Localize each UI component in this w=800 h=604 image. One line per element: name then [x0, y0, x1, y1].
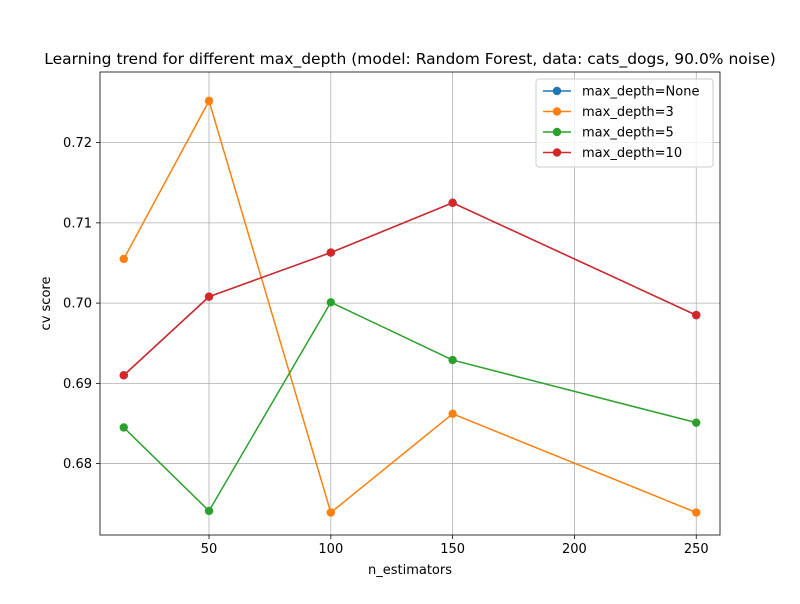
- y-tick-label: 0.68: [63, 457, 92, 472]
- series-lines: [119, 96, 701, 517]
- series-max-depth-10: [119, 198, 701, 380]
- x-tick-label: 50: [201, 542, 218, 557]
- y-tick-label: 0.69: [63, 377, 92, 392]
- x-tick-label: 150: [440, 542, 465, 557]
- x-tick-label: 250: [684, 542, 709, 557]
- data-point: [692, 418, 701, 427]
- legend-frame: [535, 78, 714, 168]
- data-point: [119, 254, 128, 264]
- y-axis-label: cv score: [39, 277, 54, 331]
- data-point: [448, 355, 457, 365]
- data-point: [692, 310, 701, 320]
- data-point: [204, 96, 214, 106]
- data-point: [204, 292, 214, 301]
- legend-item: max_depth=10: [543, 146, 682, 161]
- data-point: [326, 248, 336, 257]
- legend-label: max_depth=5: [582, 126, 674, 141]
- legend-label: max_depth=3: [582, 105, 674, 120]
- legend-item: max_depth=5: [543, 126, 674, 141]
- series-line: [123, 301, 697, 512]
- axis-ticks: 50 100 150 200 250 0.68 0.69 0.70 0.71 0.72: [63, 136, 709, 557]
- legend-marker: [552, 127, 562, 137]
- legend: max_depth=None max_depth=3 max_depth=5 max_…: [535, 78, 714, 168]
- plot-area-frame: [99, 71, 721, 536]
- data-point: [119, 371, 128, 380]
- legend-label: max_depth=None: [582, 85, 699, 100]
- y-tick-label: 0.70: [63, 297, 92, 312]
- series-line: [123, 202, 697, 376]
- x-tick-label: 200: [562, 542, 587, 557]
- legend-marker: [552, 86, 562, 96]
- series-max-depth-none: [119, 198, 701, 380]
- data-point: [448, 198, 457, 207]
- series-line: [123, 202, 697, 376]
- data-point: [204, 506, 214, 516]
- chart-title: Learning trend for different max_depth (…: [44, 50, 776, 69]
- x-axis-label: n_estimators: [368, 563, 452, 578]
- x-tick-label: 100: [318, 542, 343, 557]
- legend-marker: [552, 107, 562, 116]
- data-point: [692, 508, 701, 517]
- legend-marker: [552, 148, 562, 157]
- data-point: [119, 423, 128, 432]
- y-tick-label: 0.72: [63, 136, 92, 151]
- series-max-depth-3: [119, 96, 701, 517]
- series-max-depth-5: [119, 298, 701, 516]
- legend-item: max_depth=3: [543, 105, 674, 120]
- legend-item: max_depth=None: [543, 85, 699, 100]
- legend-label: max_depth=10: [582, 146, 682, 161]
- data-point: [326, 298, 336, 307]
- data-point: [326, 508, 336, 517]
- y-tick-label: 0.71: [63, 216, 92, 231]
- data-point: [448, 409, 457, 419]
